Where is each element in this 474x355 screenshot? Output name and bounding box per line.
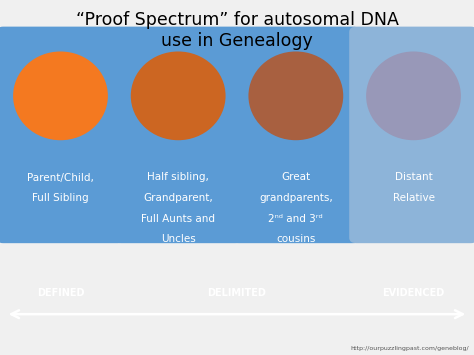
- FancyBboxPatch shape: [0, 27, 125, 243]
- Text: Full Aunts and: Full Aunts and: [141, 214, 215, 224]
- FancyBboxPatch shape: [349, 27, 474, 243]
- Text: Grandparent,: Grandparent,: [143, 193, 213, 203]
- Text: Great: Great: [281, 173, 310, 182]
- Text: http://ourpuzzlingpast.com/geneblog/: http://ourpuzzlingpast.com/geneblog/: [351, 346, 469, 351]
- Text: “Proof Spectrum” for autosomal DNA: “Proof Spectrum” for autosomal DNA: [75, 11, 399, 28]
- Text: DEFINED: DEFINED: [37, 288, 84, 298]
- Text: Uncles: Uncles: [161, 234, 196, 244]
- Ellipse shape: [366, 51, 461, 140]
- FancyBboxPatch shape: [231, 27, 360, 243]
- Text: Full Sibling: Full Sibling: [32, 193, 89, 203]
- FancyBboxPatch shape: [114, 27, 242, 243]
- Text: 2ⁿᵈ and 3ʳᵈ: 2ⁿᵈ and 3ʳᵈ: [268, 214, 323, 224]
- Ellipse shape: [13, 51, 108, 140]
- Ellipse shape: [248, 51, 343, 140]
- Text: grandparents,: grandparents,: [259, 193, 333, 203]
- Text: EVIDENCED: EVIDENCED: [383, 288, 445, 298]
- Text: Parent/Child,: Parent/Child,: [27, 173, 94, 182]
- Text: Distant: Distant: [395, 173, 432, 182]
- Text: use in Genealogy: use in Genealogy: [161, 32, 313, 50]
- Text: Relative: Relative: [392, 193, 435, 203]
- Ellipse shape: [131, 51, 226, 140]
- Text: Half sibling,: Half sibling,: [147, 173, 209, 182]
- Text: cousins: cousins: [276, 234, 316, 244]
- Text: DELIMITED: DELIMITED: [208, 288, 266, 298]
